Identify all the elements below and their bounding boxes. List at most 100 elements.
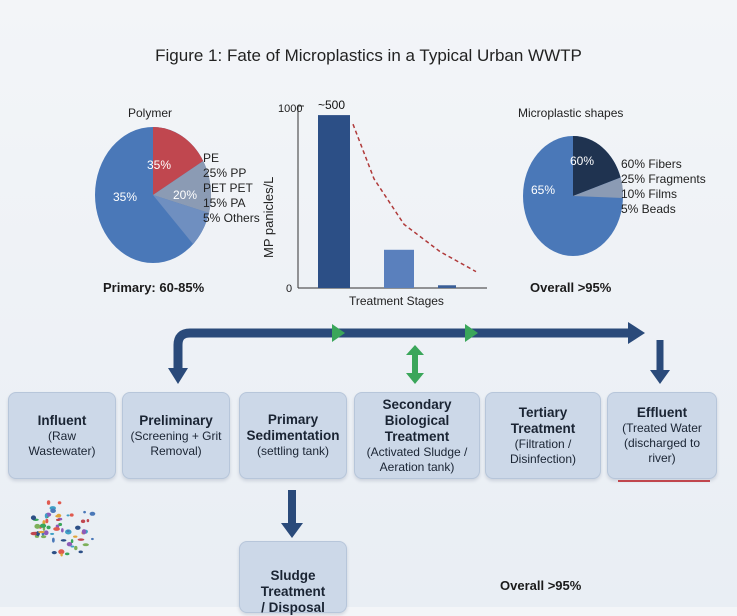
bar-chart-bars [318, 115, 456, 288]
primary-box: Primary Sedimentation (settling tank) [239, 392, 347, 479]
shapes-slice-gray [573, 177, 623, 198]
bar-chart-xlabel: Treatment Stages [349, 294, 444, 308]
particle-dot [38, 530, 45, 534]
particle-dot [46, 525, 51, 530]
shapes-slice-label-0: 60% [570, 154, 594, 168]
particle-dot [58, 549, 65, 555]
polymer-legend-item: 25% PP [203, 166, 247, 180]
arrow-effluent-head [650, 370, 670, 384]
preliminary-sub: (Screening + Grit [130, 428, 222, 443]
bar-primary [318, 115, 350, 288]
polymer-legend-item: 15% PA [203, 196, 246, 210]
tertiary-box: Tertiary Treatment (Filtration / Disinfe… [485, 392, 601, 479]
particle-dot [82, 543, 89, 547]
particle-dot [44, 513, 48, 519]
arrow-right-end [628, 322, 645, 344]
polymer-chart-title: Polymer [128, 106, 173, 120]
particle-dot [56, 518, 61, 522]
particle-dot [61, 528, 64, 533]
secondary-title: Biological Treatment [384, 412, 450, 444]
particle-dot [66, 542, 73, 547]
particle-dot [66, 529, 70, 533]
shapes-slice-dark [573, 135, 621, 196]
particle-dot [60, 539, 67, 542]
bar-chart-trend-line [352, 123, 477, 273]
tertiary-title: Tertiary Treatment [510, 404, 576, 436]
particle-dot [51, 550, 57, 555]
particle-dot [46, 500, 51, 505]
bar-secondary [384, 249, 414, 288]
particle-dot [86, 519, 90, 523]
particle-dot [77, 538, 85, 541]
polymer-legend-item: 5% Others [203, 211, 260, 225]
particle-dot [45, 518, 49, 524]
particle-dot [89, 511, 96, 516]
polymer-slice-red [153, 127, 204, 195]
shapes-legend: 60% Fibers 25% Fragments 10% Films 5% Be… [621, 157, 706, 217]
shapes-caption: Overall >95% [530, 280, 612, 295]
preliminary-title: Preliminary [139, 412, 213, 428]
microplastic-particles-icon [30, 500, 96, 557]
particle-dot [34, 523, 41, 529]
particle-dot [74, 545, 78, 551]
polymer-slice-label-1: 35% [147, 158, 171, 172]
shapes-legend-item: 5% Beads [621, 202, 676, 216]
particle-dot [81, 529, 87, 535]
primary-title: Sedimentation [246, 428, 340, 443]
primary-title: Primary [267, 412, 319, 427]
main-flow-line [173, 328, 630, 370]
primary-sub: (settling tank) [256, 444, 330, 458]
shapes-slice-label-1: 65% [531, 183, 555, 197]
particle-dot [69, 513, 74, 517]
particle-dot [50, 532, 55, 535]
influent-title: Influent [37, 412, 87, 428]
particle-dot [39, 523, 47, 528]
sludge-box: Sludge Treatment / Disposal [239, 541, 347, 615]
particle-dot [40, 535, 47, 539]
effluent-underline [618, 480, 710, 482]
secondary-title: Secondary [382, 396, 452, 412]
polymer-caption: Primary: 60-85% [103, 280, 205, 295]
bar-tertiary [438, 285, 456, 288]
secondary-sub: (Activated Sludge / [366, 444, 468, 459]
particle-dot [83, 510, 86, 514]
polymer-pie-chart: 35% 35% 20% [95, 127, 212, 263]
particle-dot [57, 501, 62, 505]
bar-chart-annotation: ~500 [318, 98, 345, 112]
sludge-title: Sludge Treatment [260, 568, 326, 599]
effluent-box: Effluent (Treated Water (discharged to r… [607, 392, 717, 479]
polymer-slice-light [153, 195, 209, 244]
green-chevron-1 [332, 324, 345, 342]
bar-chart-tick-label-bottom: 0 [286, 283, 292, 295]
arrow-down-preliminary [168, 368, 188, 384]
polymer-legend: PE 25% PP PET PET 15% PA 5% Others [203, 151, 260, 226]
effluent-sub: (Treated Water [622, 421, 702, 435]
polymer-legend-item: PE [203, 151, 220, 165]
influent-sub: (Raw Wastewater) [28, 428, 96, 458]
particle-dot [30, 531, 37, 536]
shapes-pie-chart: 60% 65% [523, 135, 623, 256]
secondary-box: Secondary Biological Treatment (Activate… [354, 392, 480, 479]
bottom-caption: Overall >95% [500, 578, 582, 593]
particle-dot [75, 525, 81, 530]
particle-dot [50, 508, 56, 514]
particle-dot [80, 519, 86, 524]
particle-dot [58, 522, 63, 527]
particle-dot [70, 545, 75, 548]
particle-dot [66, 514, 70, 517]
bar-chart: 1000 0 MP panicles/L Treatment Stages ~5… [262, 98, 487, 308]
tertiary-sub: (Filtration / [514, 436, 572, 451]
polymer-slice-label-2: 20% [173, 188, 197, 202]
effluent-sub: (discharged to river) [623, 436, 701, 465]
polymer-legend-item: PET PET [203, 181, 253, 195]
particle-dot [64, 552, 70, 556]
particle-dot [51, 537, 55, 543]
bar-chart-tick-label-top: 1000 [278, 103, 302, 115]
particle-dot [70, 539, 74, 544]
particle-dot [73, 535, 78, 538]
preliminary-box: Preliminary (Screening + Grit Removal) [122, 392, 230, 479]
particle-dot [53, 527, 60, 531]
particle-dot [55, 514, 61, 518]
shapes-chart-title: Microplastic shapes [518, 106, 624, 120]
arrow-sludge-head [281, 523, 303, 538]
